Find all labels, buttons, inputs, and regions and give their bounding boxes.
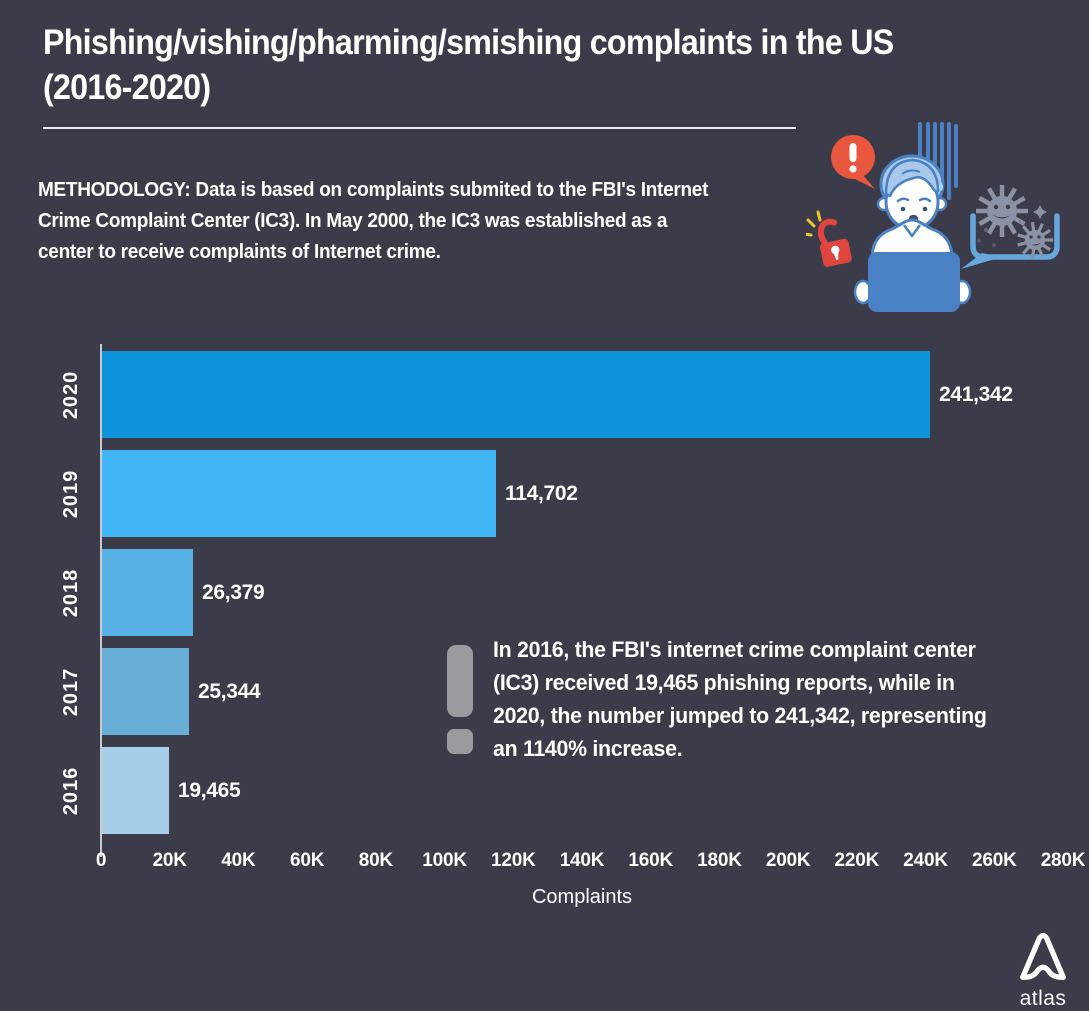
annotation-line: 2020, the number jumped to 241,342, repr… [493,703,987,728]
category-label-2019: 2019 [60,469,82,518]
value-label-2017: 25,344 [198,679,261,703]
virus-icon [976,185,1028,237]
annotation-line: an 1140% increase. [493,736,683,761]
virus-speech-bubble-icon [961,185,1060,269]
category-label-2018: 2018 [60,568,82,617]
bar-2018 [102,549,193,636]
x-tick-260K: 260K [971,850,1017,871]
methodology-text: METHODOLOGY: Data is based on complaints… [38,175,789,268]
x-tick-60K: 60K [290,850,325,871]
x-tick-80K: 80K [358,850,393,871]
bar-2016 [102,747,169,834]
x-tick-280K: 280K [1040,850,1086,871]
x-tick-40K: 40K [221,850,256,871]
annotation-line: In 2016, the FBI's internet crime compla… [493,637,976,662]
value-label-2016: 19,465 [178,778,241,802]
methodology-line: Crime Complaint Center (IC3). In May 200… [38,210,668,232]
bar-2019 [102,450,496,537]
x-tick-220K: 220K [834,850,880,871]
x-axis-title: Complaints [531,886,633,908]
sparkle-icon [1033,205,1047,219]
plot-area: 241,342 114,702 26,379 25,344 19,465 [102,344,1063,857]
x-tick-120K: 120K [490,850,536,871]
methodology-line: center to receive complaints of Internet… [38,241,441,263]
page-title-line1: Phishing/vishing/pharming/smishing compl… [43,23,894,62]
atlas-logo-icon [1020,932,1066,980]
x-tick-0: 0 [95,850,107,871]
x-tick-180K: 180K [697,850,742,871]
x-tick-160K: 160K [628,850,674,871]
category-label-2020: 2020 [60,370,82,419]
category-label-2017: 2017 [60,667,82,716]
annotation-text: In 2016, the FBI's internet crime compla… [493,633,1065,765]
annotation-line: (IC3) received 19,465 phishing reports, … [493,670,955,695]
bar-2020 [102,351,930,438]
value-label-2019: 114,702 [505,481,578,505]
category-label-2016: 2016 [60,766,82,815]
value-label-2018: 26,379 [202,580,265,604]
phishing-illustration [806,122,1060,312]
x-tick-200K: 200K [765,850,811,871]
page-title: Phishing/vishing/pharming/smishing compl… [43,20,1000,110]
page-title-line2: (2016-2020) [43,68,211,107]
alert-bubble-icon [831,135,875,189]
x-tick-140K: 140K [559,850,605,871]
laptop-icon [853,252,972,312]
bar-2017 [102,648,189,735]
open-padlock-icon [817,218,852,267]
worried-person-icon [870,154,954,260]
spark-lines-icon [806,210,822,237]
exclamation-icon-dot [447,729,473,754]
exclamation-icon [447,645,473,717]
y-axis-line [100,344,102,857]
methodology-line: METHODOLOGY: Data is based on complaints… [38,179,709,201]
virus-icon [1017,221,1053,259]
x-tick-100K: 100K [422,850,467,871]
atlas-logo-text: atlas [1019,987,1067,1010]
value-label-2020: 241,342 [939,382,1013,406]
x-tick-240K: 240K [903,850,948,871]
title-divider [43,127,796,129]
x-tick-20K: 20K [152,850,187,871]
atlas-logo: atlas [998,930,1088,1011]
